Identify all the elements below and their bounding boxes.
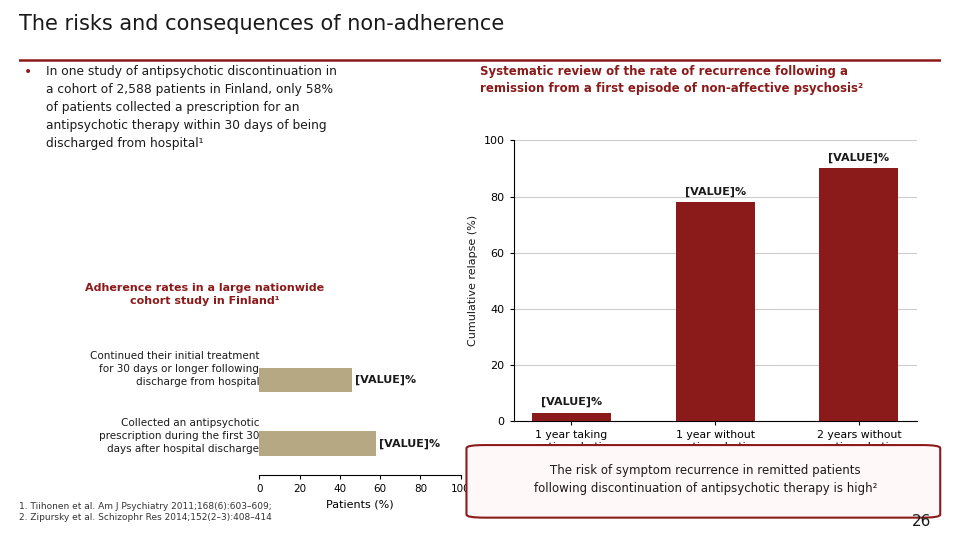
Text: Adherence rates in a large nationwide
cohort study in Finland¹: Adherence rates in a large nationwide co… <box>85 283 324 306</box>
Text: The risks and consequences of non-adherence: The risks and consequences of non-adhere… <box>19 14 504 35</box>
Text: [VALUE]%: [VALUE]% <box>828 153 890 163</box>
Bar <box>259 368 352 392</box>
Text: •: • <box>24 65 32 79</box>
Text: 1. Tiihonen et al. Am J Psychiatry 2011;168(6):603–609;
2. Zipursky et al. Schiz: 1. Tiihonen et al. Am J Psychiatry 2011;… <box>19 502 272 522</box>
X-axis label: Patients (%): Patients (%) <box>326 500 394 510</box>
Text: Collected an antipsychotic
prescription during the first 30
days after hospital : Collected an antipsychotic prescription … <box>99 417 259 454</box>
Bar <box>259 431 376 456</box>
FancyBboxPatch shape <box>467 445 940 518</box>
Bar <box>820 168 899 421</box>
Text: [VALUE]%: [VALUE]% <box>379 438 441 449</box>
Bar <box>676 202 755 421</box>
Text: In one study of antipsychotic discontinuation in
a cohort of 2,588 patients in F: In one study of antipsychotic discontinu… <box>46 65 337 150</box>
Text: 26: 26 <box>912 514 931 529</box>
Text: Systematic review of the rate of recurrence following a
remission from a first e: Systematic review of the rate of recurre… <box>480 65 863 95</box>
Text: [VALUE]%: [VALUE]% <box>684 186 746 197</box>
Text: Continued their initial treatment
for 30 days or longer following
discharge from: Continued their initial treatment for 30… <box>89 350 259 387</box>
Y-axis label: Cumulative relapse (%): Cumulative relapse (%) <box>468 215 478 346</box>
Text: The risk of symptom recurrence in remitted patients
following discontinuation of: The risk of symptom recurrence in remitt… <box>534 463 877 495</box>
Text: [VALUE]%: [VALUE]% <box>355 375 416 385</box>
Text: [VALUE]%: [VALUE]% <box>540 397 602 407</box>
Bar <box>532 413 611 421</box>
